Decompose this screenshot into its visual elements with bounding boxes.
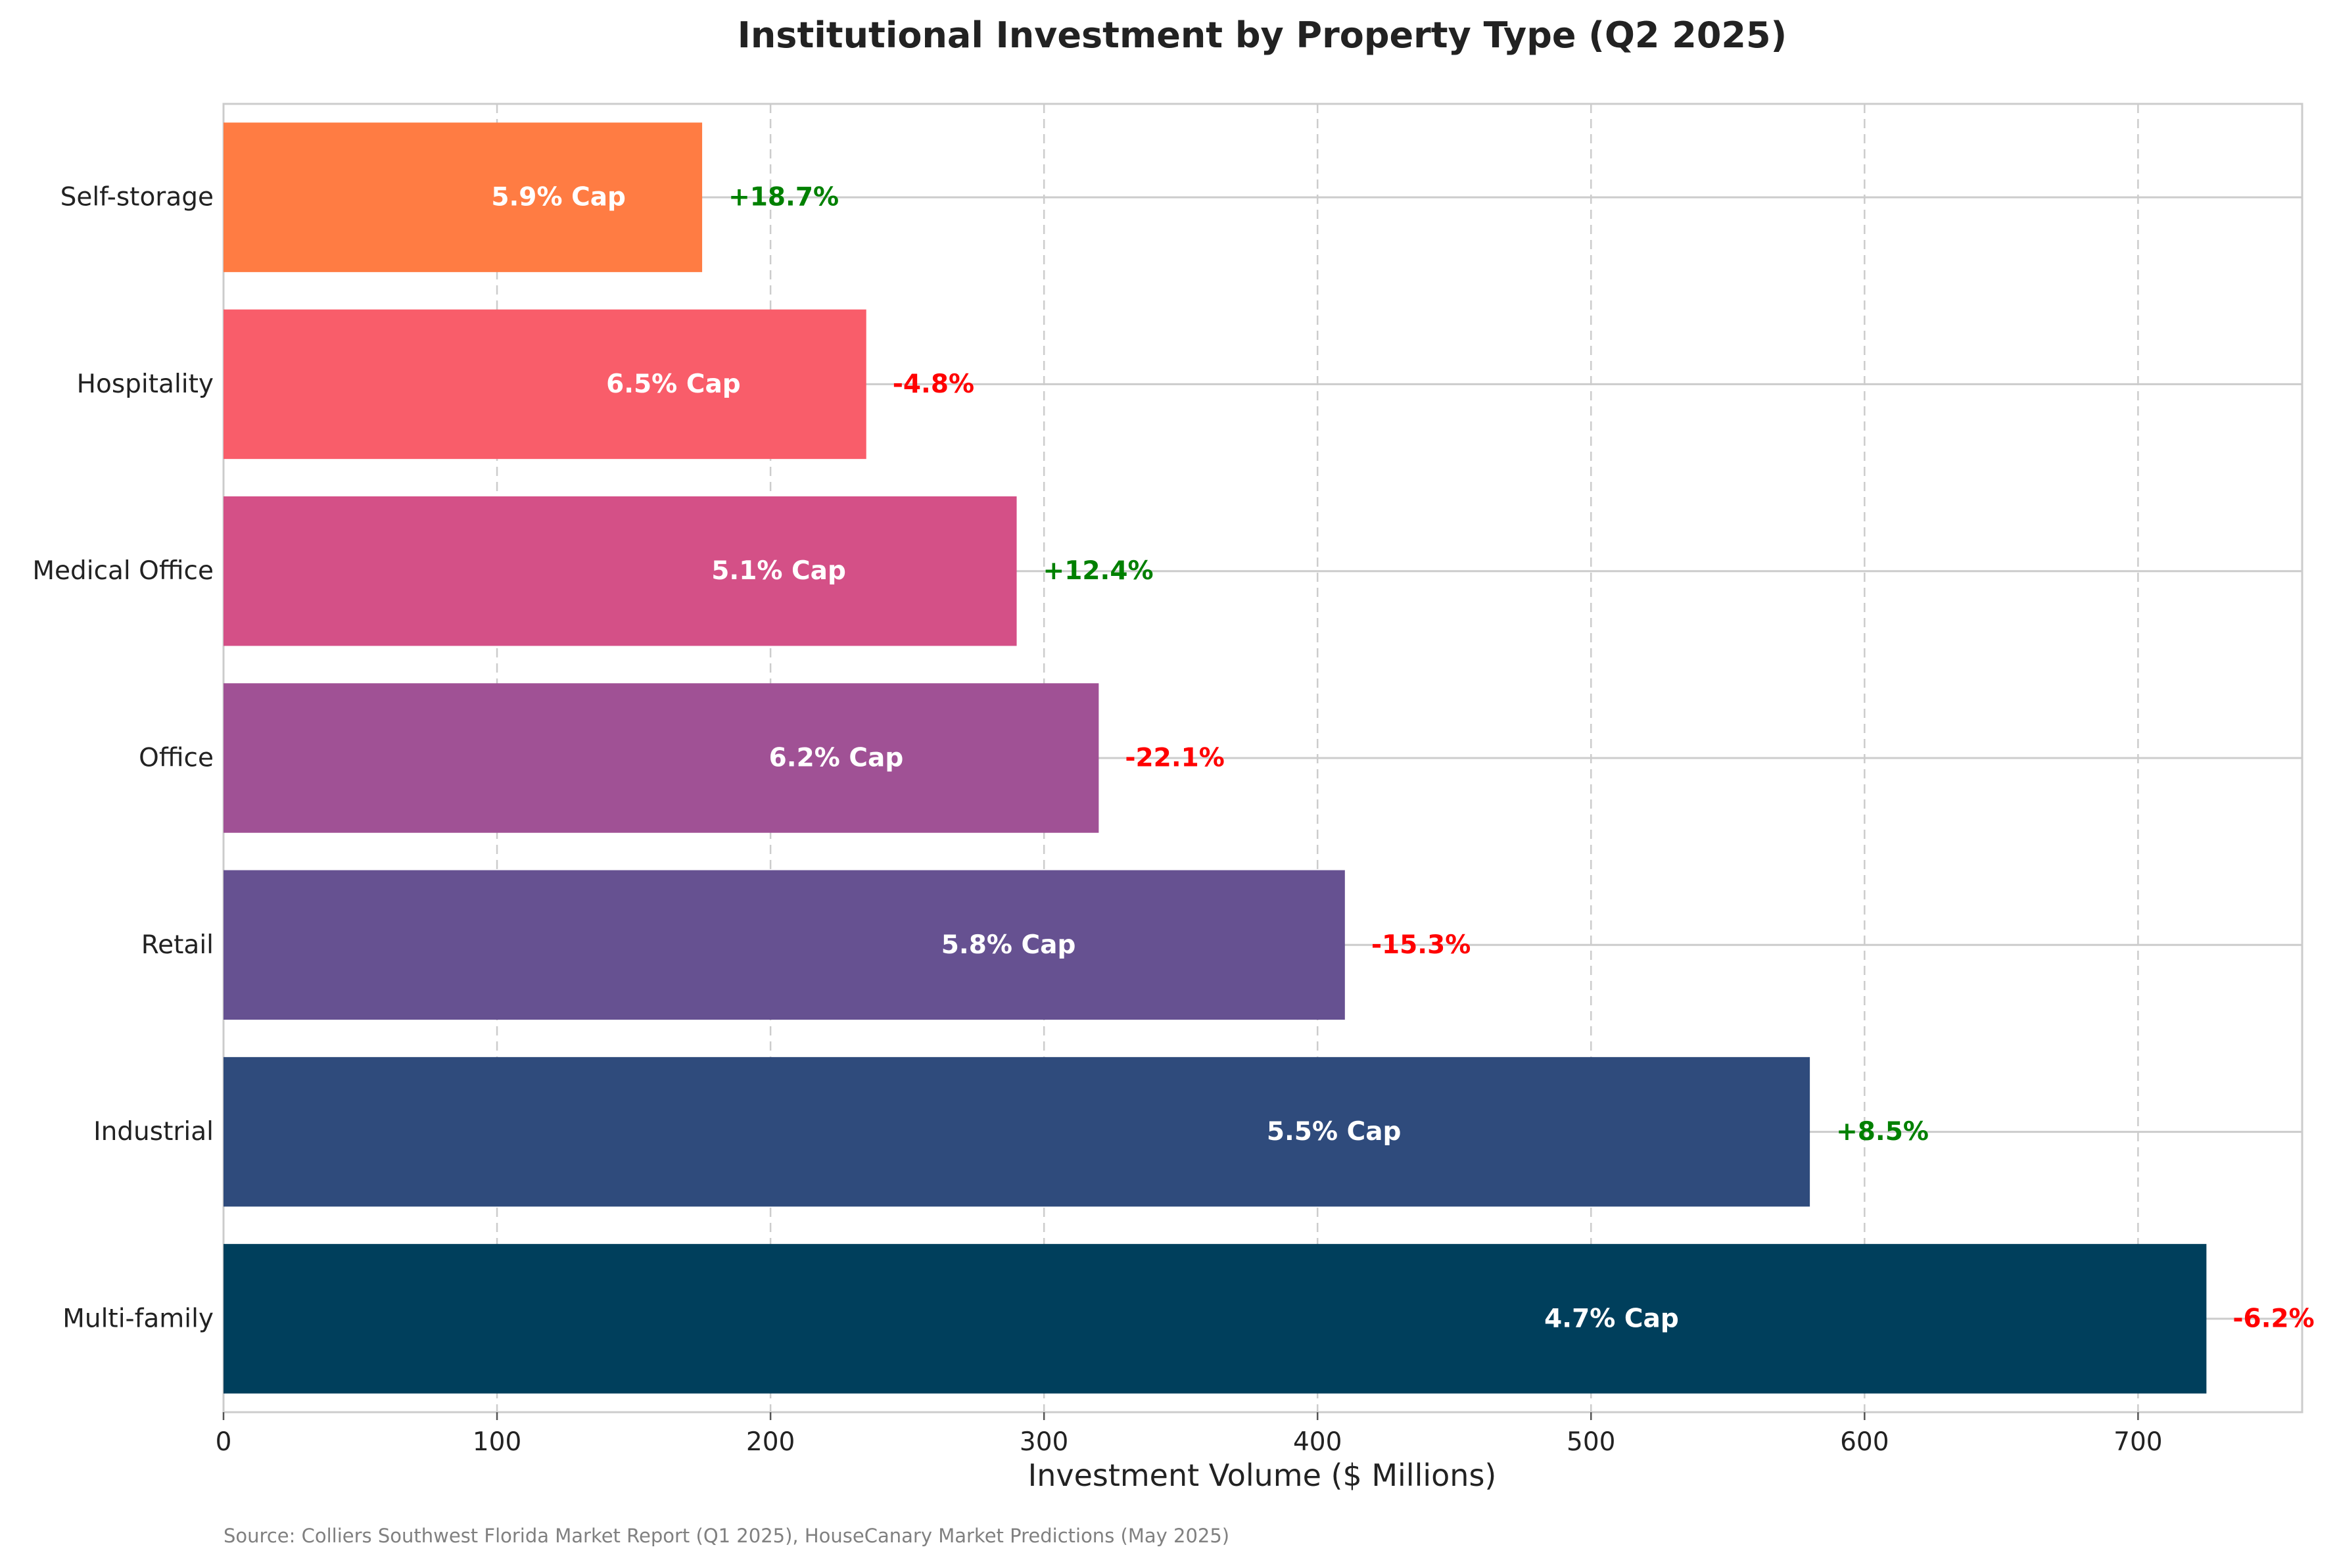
x-tick-label: 500: [1567, 1427, 1615, 1457]
bar-change-label: +18.7%: [728, 183, 839, 212]
bar: [224, 496, 1017, 646]
bar-change-label: -4.8%: [893, 369, 974, 399]
bar-cap-label: 5.5% Cap: [1267, 1117, 1402, 1147]
y-tick-label: Multi-family: [62, 1304, 214, 1333]
bar-change-label: -22.1%: [1125, 744, 1225, 773]
x-tick-label: 700: [2113, 1427, 2162, 1457]
x-tick-label: 200: [746, 1427, 795, 1457]
y-tick-label: Self-storage: [60, 183, 214, 212]
y-tick-label: Medical Office: [32, 556, 214, 586]
bar-cap-label: 6.2% Cap: [769, 744, 904, 773]
bar: [224, 309, 866, 460]
y-tick-label: Industrial: [93, 1117, 214, 1147]
bar-cap-label: 5.9% Cap: [491, 183, 626, 212]
bar-cap-label: 5.8% Cap: [941, 930, 1076, 960]
bar-change-label: +8.5%: [1836, 1117, 1929, 1147]
x-axis-label: Investment Volume ($ Millions): [1028, 1458, 1497, 1493]
x-tick-label: 600: [1840, 1427, 1889, 1457]
bar-change-label: +12.4%: [1043, 556, 1154, 586]
bar-change-label: -15.3%: [1371, 930, 1471, 960]
y-tick-label: Office: [139, 744, 214, 773]
bar-cap-label: 6.5% Cap: [606, 369, 741, 399]
bar: [224, 683, 1099, 833]
chart-title: Institutional Investment by Property Typ…: [738, 14, 1787, 56]
bar: [224, 870, 1345, 1020]
y-tick-label: Hospitality: [77, 369, 214, 399]
bar-change-label: -6.2%: [2232, 1304, 2314, 1333]
bar: [224, 122, 703, 272]
x-tick-label: 100: [473, 1427, 521, 1457]
bar: [224, 1244, 2207, 1394]
bar: [224, 1057, 1810, 1207]
y-tick-label: Retail: [141, 930, 214, 960]
x-tick-label: 0: [216, 1427, 232, 1457]
x-tick-label: 300: [1020, 1427, 1068, 1457]
bar-cap-label: 5.1% Cap: [711, 556, 846, 586]
bar-cap-label: 4.7% Cap: [1544, 1304, 1679, 1333]
source-note: Source: Colliers Southwest Florida Marke…: [224, 1525, 1229, 1547]
x-tick-label: 400: [1293, 1427, 1342, 1457]
